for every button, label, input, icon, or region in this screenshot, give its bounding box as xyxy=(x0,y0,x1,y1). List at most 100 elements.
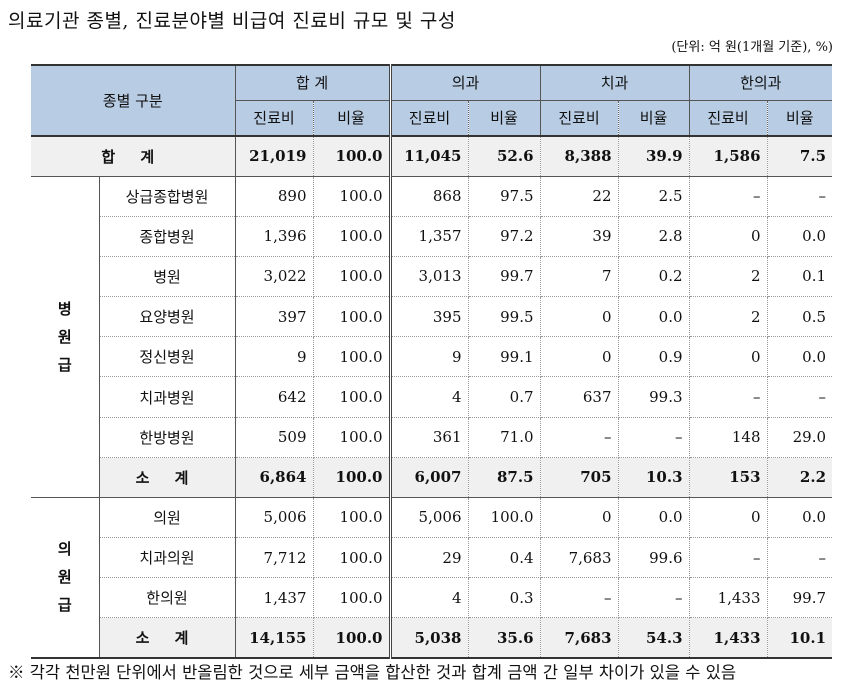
cost-cell: 39 xyxy=(540,216,619,257)
ratio-cell: 100.0 xyxy=(313,176,392,217)
ratio-cell: – xyxy=(618,417,690,458)
ratio-cell: 100.0 xyxy=(313,577,392,619)
ratio-cell: 100.0 xyxy=(313,296,392,338)
cost-cell: 7 xyxy=(540,256,619,298)
table-row: 의 원 급 의원 5,006 100.0 5,006 100.0 0 0.0 0 0.0 xyxy=(31,497,833,659)
row-name: 병원 xyxy=(99,256,236,298)
cost-cell: 395 xyxy=(390,296,469,338)
cost-cell: – xyxy=(689,376,768,418)
cost-cell: 7,683 xyxy=(540,617,619,659)
ratio-cell: 0.0 xyxy=(767,336,833,378)
ratio-cell: 100.0 xyxy=(313,336,392,378)
row-name: 종합병원 xyxy=(99,216,236,257)
ratio-cell: – xyxy=(767,376,833,418)
ratio-cell: 0.0 xyxy=(618,497,690,539)
cost-cell: 2 xyxy=(689,256,768,298)
cost-cell: 1,396 xyxy=(235,216,314,257)
ratio-cell: 100.0 xyxy=(468,497,541,539)
footnote: ※ 각각 천만원 단위에서 반올림한 것으로 세부 금액을 합산한 것과 합계 … xyxy=(8,663,737,682)
ratio-cell: 0.4 xyxy=(468,537,541,579)
ratio-cell: – xyxy=(618,577,690,619)
cost-cell: 11,045 xyxy=(390,136,469,177)
ratio-cell: 71.0 xyxy=(468,417,541,458)
cost-cell: 705 xyxy=(540,457,619,498)
ratio-cell: 0.5 xyxy=(767,296,833,338)
ratio-cell: 100.0 xyxy=(313,417,392,458)
cost-cell: 4 xyxy=(390,577,469,619)
group-label: 의 원 급 xyxy=(31,497,100,659)
cost-cell: 3,022 xyxy=(235,256,314,298)
cost-cell: 9 xyxy=(390,336,469,378)
subheader-ratio: 비율 xyxy=(767,100,833,137)
subheader-row: 진료비 비율 진료비 비율 진료비 비율 진료비 비율 xyxy=(31,100,833,137)
ratio-cell: 100.0 xyxy=(313,256,392,298)
ratio-cell: 100.0 xyxy=(313,376,392,418)
subheader-ratio: 비율 xyxy=(618,100,690,137)
table-row: 종합병원 1,396 100.0 1,357 97.2 39 2.8 0 0.0 xyxy=(31,216,833,257)
cost-cell: 21,019 xyxy=(235,136,314,177)
table-row: 병 원 급 상급종합병원 890 100.0 868 97.5 22 2.5– – xyxy=(31,176,833,498)
subheader-cost: 진료비 xyxy=(540,100,619,137)
ratio-cell: 99.6 xyxy=(618,537,690,579)
cost-cell: 9 xyxy=(235,336,314,378)
cost-cell: 6,007 xyxy=(390,457,469,498)
ratio-cell: 100.0 xyxy=(313,537,392,579)
row-name: 한방병원 xyxy=(99,417,236,458)
row-name: 요양병원 xyxy=(99,296,236,338)
cost-cell: – xyxy=(689,537,768,579)
ratio-cell: 0.2 xyxy=(618,256,690,298)
total-label: 합 계 xyxy=(31,136,236,177)
row-name: 의원 xyxy=(99,497,236,539)
cost-cell: 5,006 xyxy=(390,497,469,539)
cost-cell: 4 xyxy=(390,376,469,418)
subheader-cost: 진료비 xyxy=(689,100,768,137)
subheader-ratio: 비율 xyxy=(468,100,541,137)
group-label: 병 원 급 xyxy=(31,176,100,498)
cost-cell: 5,038 xyxy=(390,617,469,659)
cost-cell: – xyxy=(689,176,768,217)
table-row: 한의원 1,437 100.0 4 0.3– –1,433 99.7 xyxy=(31,577,833,619)
ratio-cell: 10.3 xyxy=(618,457,690,498)
row-name: 한의원 xyxy=(99,577,236,619)
cost-cell: 509 xyxy=(235,417,314,458)
subtotal-label: 소 계 xyxy=(99,617,236,659)
ratio-cell: 100.0 xyxy=(313,617,392,659)
subtotal-row: 소 계 14,155 100.0 5,038 35.6 7,683 54.3 1,433 10.… xyxy=(31,617,833,659)
ratio-cell: 100.0 xyxy=(313,497,392,539)
ratio-cell: 35.6 xyxy=(468,617,541,659)
ratio-cell: 0.1 xyxy=(767,256,833,298)
cost-cell: 14,155 xyxy=(235,617,314,659)
cost-cell: 3,013 xyxy=(390,256,469,298)
subheader-cost: 진료비 xyxy=(390,100,469,137)
ratio-cell: 2.2 xyxy=(767,457,833,498)
table-row: 치과병원 642 100.0 4 0.7 637 99.3– – xyxy=(31,376,833,418)
table-row: 정신병원 9 100.0 9 99.1 0 0.9 0 0.0 xyxy=(31,336,833,378)
row-name: 정신병원 xyxy=(99,336,236,378)
ratio-cell: 99.7 xyxy=(468,256,541,298)
subtotal-label: 소 계 xyxy=(99,457,236,498)
row-name: 치과의원 xyxy=(99,537,236,579)
row-name: 치과병원 xyxy=(99,376,236,418)
cost-cell: 29 xyxy=(390,537,469,579)
header-group-oriental: 한의과 xyxy=(689,65,833,101)
cost-cell: 1,357 xyxy=(390,216,469,257)
table-row: 치과의원 7,712 100.0 29 0.4 7,683 99.6– – xyxy=(31,537,833,579)
cost-cell: 637 xyxy=(540,376,619,418)
cost-cell: 1,437 xyxy=(235,577,314,619)
cost-cell: 6,864 xyxy=(235,457,314,498)
ratio-cell: 0.0 xyxy=(767,497,833,539)
cost-cell: 22 xyxy=(540,176,619,217)
cost-cell: 0 xyxy=(689,336,768,378)
ratio-cell: 100.0 xyxy=(313,136,392,177)
ratio-cell: 2.8 xyxy=(618,216,690,257)
cost-cell: 0 xyxy=(540,497,619,539)
cost-cell: 868 xyxy=(390,176,469,217)
cost-cell: 153 xyxy=(689,457,768,498)
table-row: 요양병원 397 100.0 395 99.5 0 0.0 2 0.5 xyxy=(31,296,833,338)
ratio-cell: 29.0 xyxy=(767,417,833,458)
cost-cell: 0 xyxy=(540,336,619,378)
ratio-cell: 0.0 xyxy=(618,296,690,338)
total-row: 합 계 21,019 100.0 11,045 52.6 8,388 39.9 1,586 7.… xyxy=(31,136,833,177)
ratio-cell: 52.6 xyxy=(468,136,541,177)
ratio-cell: 97.5 xyxy=(468,176,541,217)
